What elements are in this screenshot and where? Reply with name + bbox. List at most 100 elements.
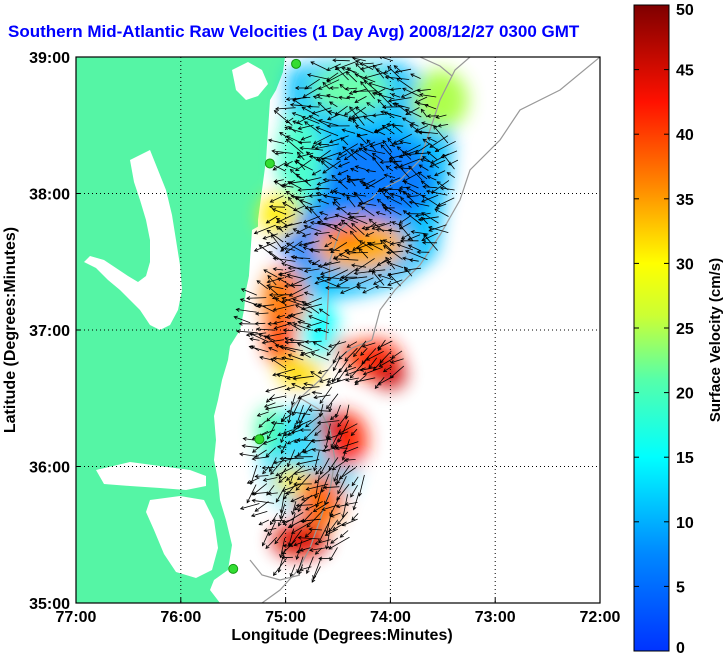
velocity-arrow-head xyxy=(293,542,298,547)
velocity-arrow-head xyxy=(301,496,306,501)
velocity-arrow xyxy=(290,495,305,502)
velocity-arrow-head xyxy=(414,213,420,218)
velocity-arrow-head xyxy=(338,95,343,100)
velocity-arrow xyxy=(258,420,267,428)
velocity-arrow-head xyxy=(313,231,319,236)
velocity-arrow-head xyxy=(273,110,278,114)
velocity-arrow-head xyxy=(315,186,320,191)
velocity-arrow xyxy=(304,78,320,90)
velocity-arrow-head xyxy=(313,395,318,400)
velocity-arrow xyxy=(251,511,268,517)
velocity-arrow-head xyxy=(385,196,390,200)
velocity-arrow xyxy=(264,402,276,408)
velocity-arrow xyxy=(280,185,294,188)
velocity-arrow-head xyxy=(302,246,307,251)
velocity-arrow xyxy=(395,68,412,73)
velocity-arrow xyxy=(277,446,287,448)
velocity-arrow-head xyxy=(360,81,365,86)
velocity-arrow xyxy=(281,413,293,422)
velocity-arrow-head xyxy=(337,171,342,176)
y-tick-label: 39:00 xyxy=(29,50,70,67)
velocity-arrow-head xyxy=(383,173,388,178)
velocity-arrow-head xyxy=(354,125,360,129)
velocity-arrow-head xyxy=(379,187,383,192)
velocity-arrow xyxy=(287,322,302,331)
velocity-arrow-head xyxy=(280,246,285,251)
velocity-arrow-head xyxy=(400,94,405,98)
velocity-arrow xyxy=(276,218,288,226)
velocity-arrow-head xyxy=(279,344,284,349)
velocity-arrow-head xyxy=(253,303,258,308)
velocity-arrow-head xyxy=(272,307,277,312)
velocity-arrow-head xyxy=(322,448,327,453)
velocity-arrow-head xyxy=(284,126,289,131)
velocity-arrow-head xyxy=(272,256,277,261)
velocity-arrow-head xyxy=(295,486,300,491)
velocity-arrow-head xyxy=(365,356,371,361)
velocity-arrow-head xyxy=(375,68,380,73)
velocity-arrow xyxy=(435,203,447,209)
velocity-arrow xyxy=(290,169,302,180)
velocity-arrow-head xyxy=(314,550,319,555)
velocity-arrow-head xyxy=(356,133,361,138)
velocity-arrow xyxy=(269,206,286,208)
velocity-arrow xyxy=(302,107,320,117)
velocity-arrow xyxy=(402,190,419,208)
velocity-arrow xyxy=(328,110,349,118)
velocity-arrow xyxy=(293,375,314,380)
velocity-arrow-head xyxy=(358,147,363,152)
velocity-arrow xyxy=(382,140,393,153)
velocity-arrow xyxy=(318,143,330,146)
velocity-arrow-head xyxy=(311,390,316,395)
velocity-arrow xyxy=(384,207,392,214)
velocity-arrow-head xyxy=(295,549,301,554)
velocity-arrow xyxy=(346,96,356,99)
velocity-arrow-head xyxy=(350,431,355,437)
velocity-arrow xyxy=(291,394,296,405)
velocity-arrow xyxy=(275,298,287,306)
velocity-arrow xyxy=(282,519,294,523)
velocity-arrow-head xyxy=(327,110,332,115)
velocity-arrow-head xyxy=(263,335,269,340)
velocity-arrow xyxy=(421,194,439,207)
velocity-arrow-head xyxy=(317,263,323,268)
velocity-arrow-head xyxy=(274,151,279,156)
velocity-arrow-head xyxy=(279,515,284,520)
velocity-arrow-head xyxy=(351,516,356,521)
velocity-arrow-head xyxy=(299,547,304,552)
velocity-arrow-head xyxy=(319,379,324,383)
velocity-arrow-head xyxy=(334,213,339,218)
x-tick-label: 73:00 xyxy=(475,609,516,626)
velocity-arrow-head xyxy=(400,238,405,243)
delaware-bay xyxy=(232,62,268,100)
velocity-arrow xyxy=(350,230,360,242)
velocity-arrow xyxy=(264,528,277,532)
velocity-arrow xyxy=(276,213,296,223)
colorbar-tick-labels: 0 5 10 15 20 25 30 35 40 45 50 xyxy=(634,2,694,657)
velocity-arrow xyxy=(336,465,351,484)
velocity-arrow xyxy=(318,369,329,374)
velocity-arrow-head xyxy=(420,108,425,113)
velocity-arrow xyxy=(325,528,338,536)
velocity-arrow-head xyxy=(286,321,292,326)
velocity-arrow xyxy=(366,139,377,152)
velocity-arrow-head xyxy=(403,266,408,271)
velocity-arrow xyxy=(295,304,313,314)
velocity-arrow-head xyxy=(284,163,289,168)
velocity-arrow xyxy=(262,467,269,474)
velocity-arrow-head xyxy=(341,456,346,461)
velocity-arrow xyxy=(293,419,312,429)
velocity-arrow xyxy=(288,314,305,323)
velocity-arrow xyxy=(330,242,348,253)
velocity-arrow xyxy=(297,152,314,158)
velocity-arrow xyxy=(288,197,294,205)
velocity-arrow xyxy=(368,82,392,91)
velocity-arrow-head xyxy=(422,138,427,143)
velocity-arrow-head xyxy=(391,221,396,225)
velocity-arrow xyxy=(290,564,296,577)
velocity-arrow-head xyxy=(350,167,355,172)
map-title: Southern Mid-Atlantic Raw Velocities (1 … xyxy=(8,22,580,41)
velocity-arrow-head xyxy=(263,404,269,408)
velocity-arrow xyxy=(257,411,269,417)
velocity-arrow-head xyxy=(291,112,297,116)
